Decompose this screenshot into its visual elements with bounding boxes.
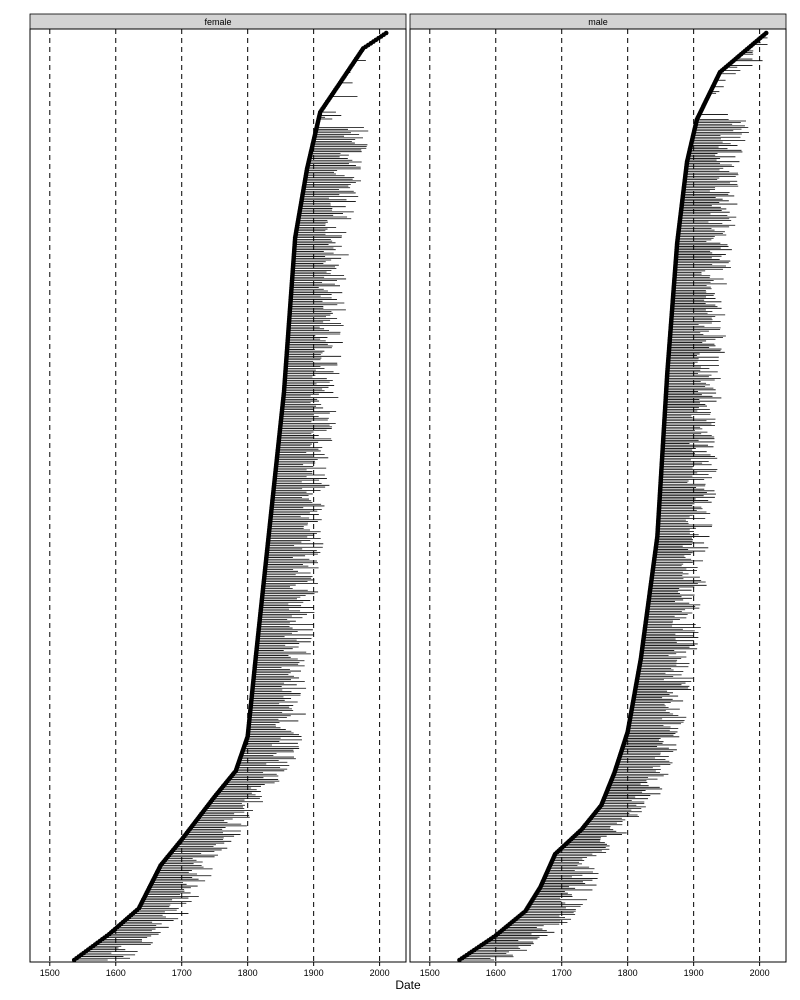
birth-point (763, 30, 769, 36)
x-tick-label: 1800 (618, 968, 638, 978)
panel-frame (409, 28, 787, 963)
panel-female: female 1500 1600 1700 1800 1900 2000 (29, 13, 407, 978)
life-span-lines (74, 39, 380, 961)
birth-points (71, 30, 389, 963)
panel-male: male 1500 1600 1700 1800 1900 2000 (409, 13, 787, 978)
x-tick-label: 1500 (420, 968, 440, 978)
reference-lines (429, 29, 761, 962)
x-tick-label: 1600 (486, 968, 506, 978)
strip-label-female: female (204, 17, 231, 27)
x-tick-label: 1800 (238, 968, 258, 978)
x-tick-label: 2000 (750, 968, 770, 978)
x-tick-label: 1700 (552, 968, 572, 978)
strip-label-male: male (588, 17, 608, 27)
life-span-lines (459, 32, 768, 961)
x-tick-label: 1600 (106, 968, 126, 978)
x-tick-label: 1900 (684, 968, 704, 978)
x-axis: 1500 1600 1700 1800 1900 2000 (420, 962, 770, 978)
x-tick-label: 1500 (40, 968, 60, 978)
birth-point (383, 30, 389, 36)
x-tick-label: 1700 (172, 968, 192, 978)
x-axis-title: Date (395, 978, 421, 992)
x-axis: 1500 1600 1700 1800 1900 2000 (40, 962, 390, 978)
x-tick-label: 1900 (304, 968, 324, 978)
x-tick-label: 2000 (370, 968, 390, 978)
panel-frame (29, 28, 407, 963)
birth-points (457, 30, 769, 963)
